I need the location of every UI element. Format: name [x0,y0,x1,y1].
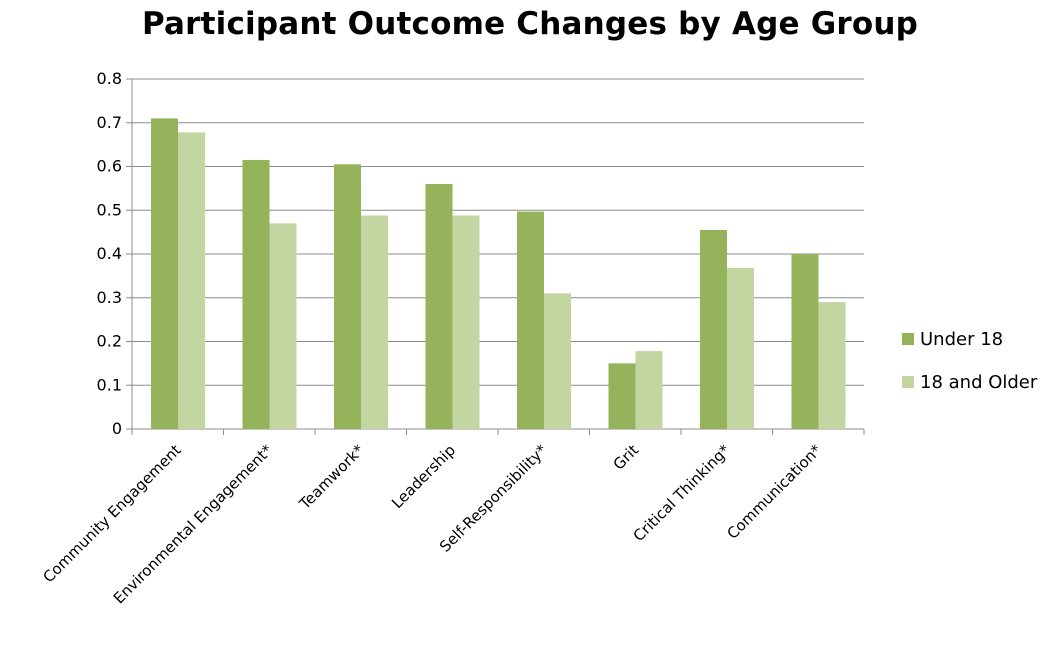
legend-swatch-series-2 [902,376,914,388]
bar-18-and-older [727,268,754,429]
legend-item-series-1: Under 18 [902,328,1037,350]
x-tick-label: Critical Thinking* [630,441,734,545]
bar-18-and-older [818,302,846,429]
y-tick-label: 0 [112,419,122,438]
y-tick-label: 0.2 [97,332,122,351]
y-tick-label: 0.8 [97,69,122,88]
legend-label-series-1: Under 18 [920,328,1004,350]
legend-label-series-2: 18 and Older [920,371,1038,393]
legend-swatch-series-1 [902,333,914,345]
legend: Under 18 18 and Older [902,328,1037,414]
bars [151,118,846,429]
bar-under-18 [608,363,636,429]
x-tick-label: Teamwork* [295,441,368,514]
x-tick-label: Grit [610,441,642,473]
y-tick-label: 0.7 [97,113,122,132]
bar-18-and-older [452,215,480,429]
bar-under-18 [517,211,544,429]
bar-18-and-older [361,215,388,429]
y-tick-label: 0.1 [97,375,122,394]
x-tick-label: Leadership [388,441,459,512]
y-tick-label: 0.3 [97,288,122,307]
bar-18-and-older [635,351,663,429]
bar-under-18 [700,229,727,429]
x-tick-label: Communication* [723,441,825,543]
gridlines [132,78,864,386]
bar-under-18 [791,254,819,429]
bar-under-18 [334,164,361,429]
y-tick-label: 0.5 [97,200,122,219]
legend-item-series-2: 18 and Older [902,371,1037,393]
bar-under-18 [242,159,270,429]
x-tick-label: Environmental Engagement* [110,441,277,608]
bar-under-18 [151,118,178,429]
bar-18-and-older [544,293,571,429]
y-tick-label: 0.4 [97,244,122,263]
bar-18-and-older [269,223,297,429]
chart-title: Participant Outcome Changes by Age Group [141,6,919,42]
bar-18-and-older [178,132,205,429]
bar-under-18 [425,184,453,429]
y-tick-label: 0.6 [97,157,122,176]
